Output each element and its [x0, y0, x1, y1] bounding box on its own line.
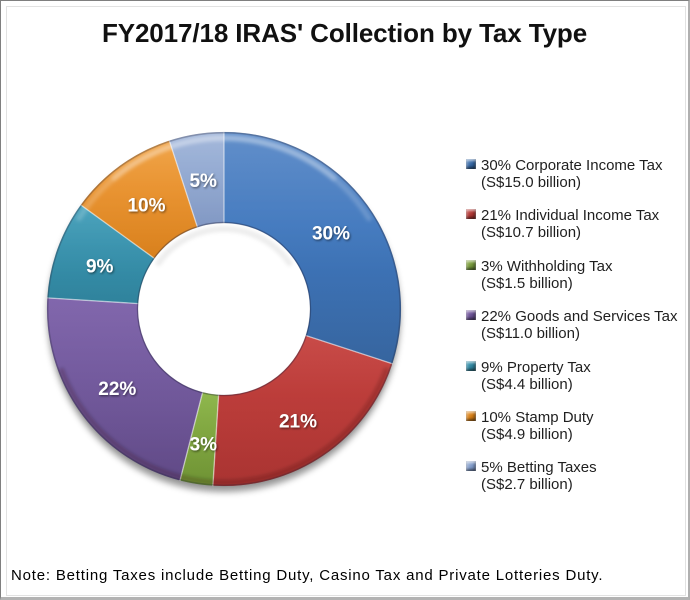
- svg-text:22%: 22%: [98, 379, 136, 400]
- svg-text:5%: 5%: [189, 171, 217, 192]
- svg-text:9%: 9%: [86, 257, 114, 278]
- svg-text:3%: 3%: [190, 434, 218, 455]
- svg-text:10%: 10%: [127, 196, 165, 217]
- svg-text:30%: 30%: [312, 224, 350, 245]
- svg-text:21%: 21%: [279, 412, 317, 433]
